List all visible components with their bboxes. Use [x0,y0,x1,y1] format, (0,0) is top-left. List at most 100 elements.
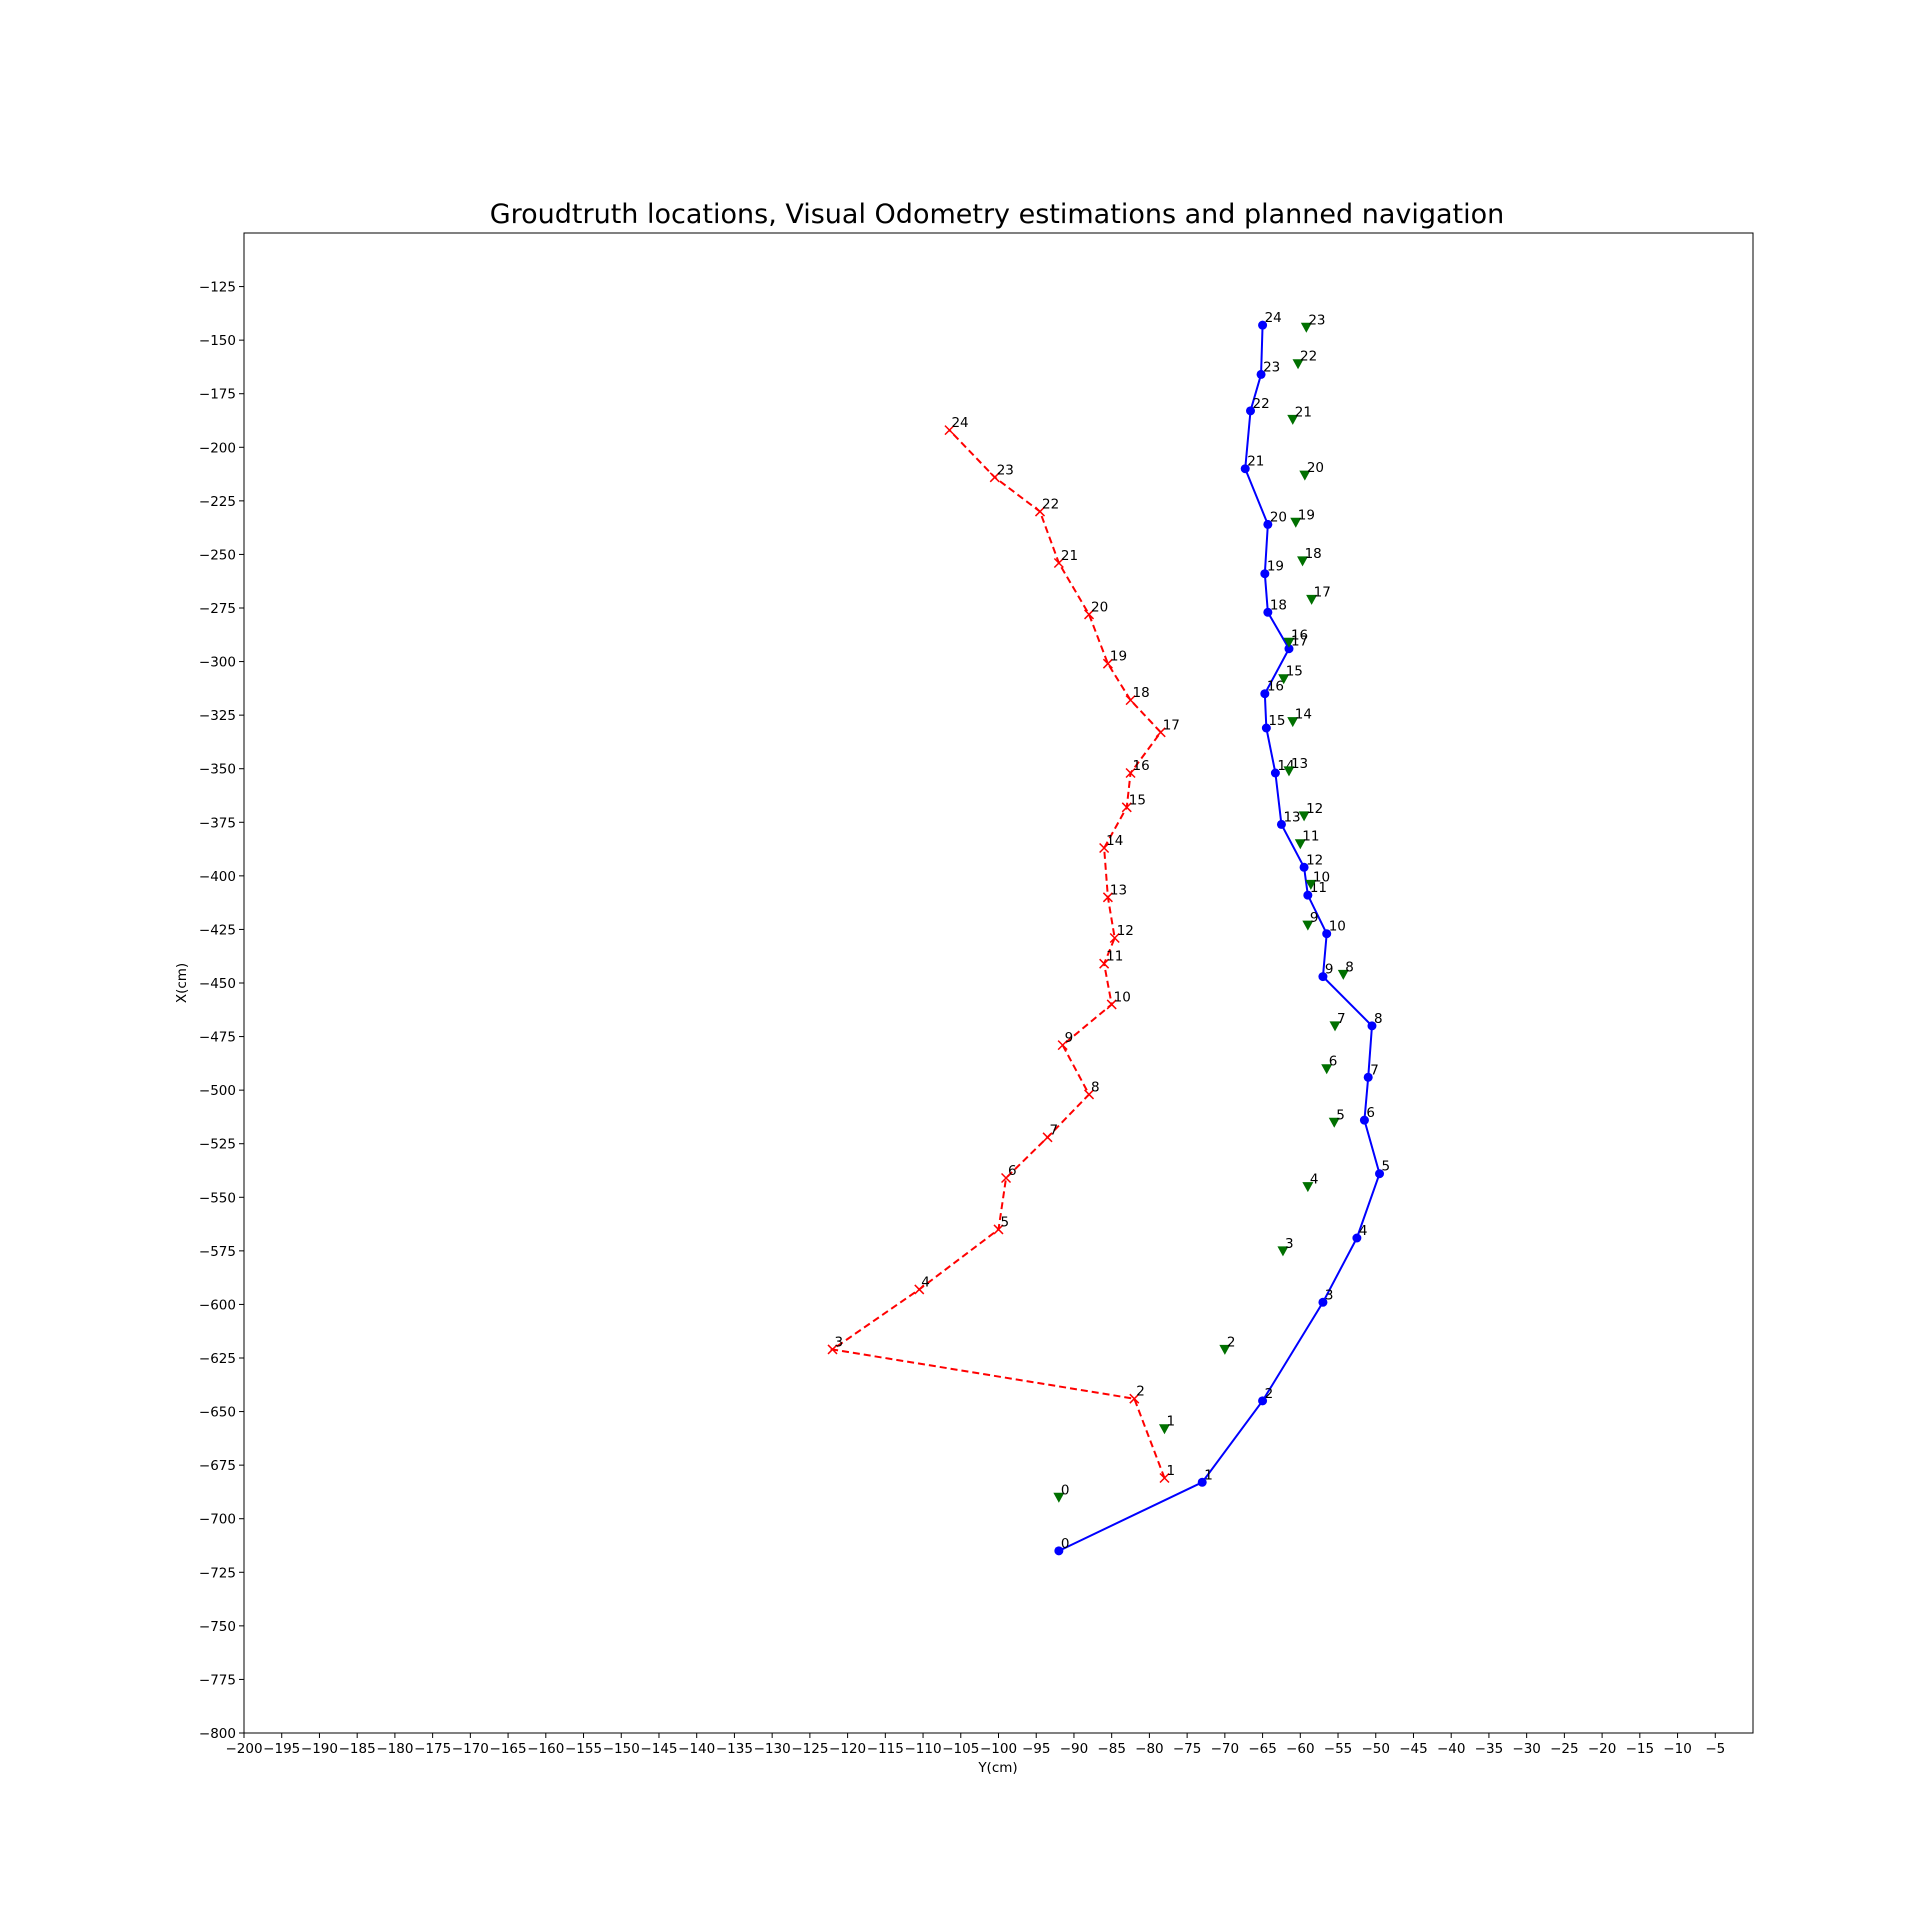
y-tick-label: −600 [199,1297,236,1313]
data-point [1057,1040,1068,1051]
point-label: 1 [1166,1463,1175,1479]
point-label: 21 [1061,548,1078,564]
data-point [1375,1169,1385,1179]
data-point [1277,1246,1289,1257]
point-label: 20 [1307,460,1324,476]
y-tick-label: −275 [199,601,236,617]
point-label: 6 [1329,1054,1338,1070]
point-label: 8 [1374,1011,1383,1027]
y-tick-label: −200 [199,440,236,456]
point-label: 13 [1291,756,1308,772]
data-point [914,1284,925,1295]
data-point [1197,1477,1207,1487]
data-point [944,425,955,436]
point-label: 12 [1306,801,1323,817]
x-tick-label: −80 [1135,1741,1164,1757]
point-label: 13 [1110,882,1127,898]
data-point [1159,1472,1170,1484]
data-point [1283,766,1295,777]
data-point [1299,862,1309,872]
x-tick-label: −55 [1324,1741,1353,1757]
data-point [1306,594,1318,605]
x-tick-label: −50 [1362,1741,1391,1757]
x-tick-label: −15 [1626,1741,1655,1757]
x-tick-label: −195 [263,1741,300,1757]
y-tick-label: −175 [199,387,236,403]
point-label: 13 [1283,809,1300,825]
y-tick-label: −550 [199,1190,236,1206]
point-label: 2 [1136,1384,1145,1400]
x-tick-label: −120 [829,1741,866,1757]
y-tick-label: −400 [199,869,236,885]
data-point [1294,839,1306,850]
point-label: 2 [1227,1334,1236,1350]
data-point [1001,1172,1012,1184]
point-label: 4 [1359,1223,1368,1239]
x-axis: −200 −195 −190 −185 −180 −175 −170 −165 −160 −155… [225,1733,1725,1757]
data-point [1263,607,1273,617]
point-label: 23 [1308,312,1325,328]
point-label: 5 [1382,1159,1391,1175]
point-label: 18 [1305,546,1322,562]
data-point [1352,1233,1362,1243]
data-point [827,1344,838,1355]
point-label: 18 [1270,597,1287,613]
x-tick-label: −85 [1097,1741,1126,1757]
x-tick-label: −130 [754,1741,791,1757]
y-tick-label: −475 [199,1030,236,1046]
plot-frame [243,232,1754,1734]
x-tick-label: −135 [716,1741,753,1757]
point-label: 1 [1166,1414,1175,1430]
x-tick-label: −10 [1663,1741,1692,1757]
y-tick-label: −500 [199,1083,236,1099]
point-label: 12 [1117,923,1134,939]
x-tick-label: −180 [376,1741,413,1757]
y-tick-label: −325 [199,708,236,724]
x-tick-label: −165 [490,1741,527,1757]
point-label: 15 [1286,664,1303,680]
data-point [1084,609,1095,620]
data-point [1328,1117,1340,1128]
data-point [1155,727,1166,738]
y-axis-label: X(cm) [174,963,190,1003]
y-tick-label: −125 [199,280,236,296]
point-label: 24 [951,415,968,431]
point-label: 10 [1114,989,1131,1005]
data-point [1290,517,1302,528]
data-point [1263,519,1273,529]
point-label: 7 [1370,1062,1379,1078]
x-tick-label: −60 [1286,1741,1315,1757]
point-label: 3 [1285,1236,1294,1252]
x-tick-label: −45 [1399,1741,1428,1757]
data-point [1102,658,1113,669]
point-label: 7 [1337,1011,1346,1027]
point-label: 14 [1106,833,1123,849]
x-tick-label: −100 [980,1741,1017,1757]
x-tick-label: −200 [225,1741,262,1757]
data-point [1287,717,1299,728]
y-tick-label: −775 [199,1672,236,1688]
point-label: 11 [1302,829,1319,845]
x-tick-label: −160 [527,1741,564,1757]
data-point [1318,972,1328,982]
point-label: 9 [1325,962,1334,978]
point-label: 10 [1329,919,1346,935]
plot-area: 0123456789101112131415161718192021222324… [827,310,1391,1556]
point-label: 11 [1106,949,1123,965]
x-tick-label: −150 [603,1741,640,1757]
x-tick-label: −75 [1173,1741,1202,1757]
point-label: 3 [835,1334,844,1350]
data-point [1329,1021,1341,1032]
y-tick-label: −800 [199,1726,236,1742]
point-label: 9 [1310,910,1319,926]
y-tick-label: −750 [199,1619,236,1635]
point-label: 22 [1042,497,1059,513]
x-tick-label: −190 [301,1741,338,1757]
data-point [1302,920,1314,931]
y-tick-label: −650 [199,1405,236,1421]
data-point [1053,1492,1065,1503]
data-point [1260,689,1270,699]
data-point [1302,1182,1314,1193]
